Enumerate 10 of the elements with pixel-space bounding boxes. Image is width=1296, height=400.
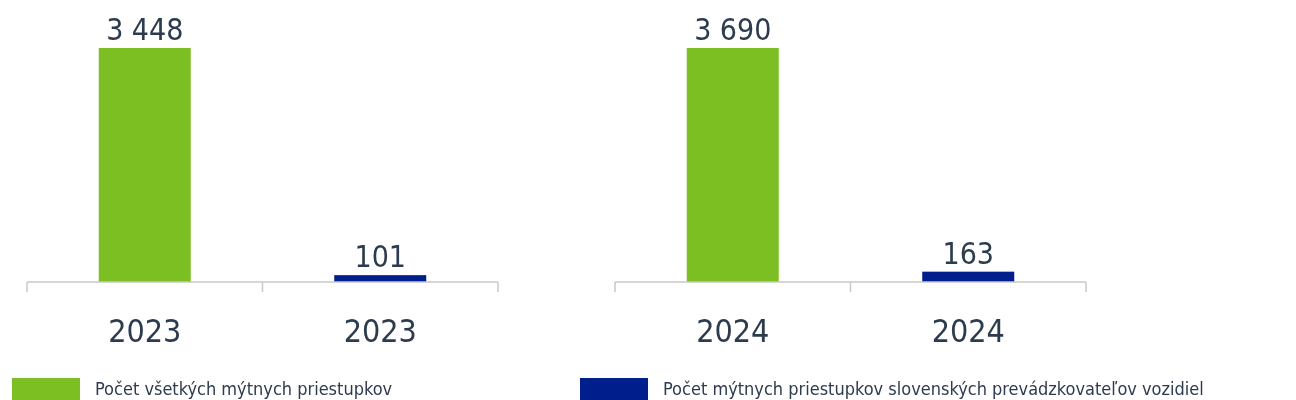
legend-label: Počet mýtnych priestupkov slovenských prevádzkovateľov vozidiel (663, 378, 1204, 399)
data-label: 3 690 (694, 12, 772, 47)
data-label: 3 448 (106, 12, 184, 47)
x-tick-label: 2023 (343, 312, 417, 350)
data-label: 163 (942, 235, 995, 271)
x-tick-label: 2024 (696, 312, 770, 350)
x-tick-label: 2023 (108, 312, 182, 350)
x-tick-label: 2024 (931, 312, 1005, 350)
data-label: 101 (354, 239, 407, 275)
legend-label: Počet všetkých mýtnych priestupkov (95, 378, 393, 399)
